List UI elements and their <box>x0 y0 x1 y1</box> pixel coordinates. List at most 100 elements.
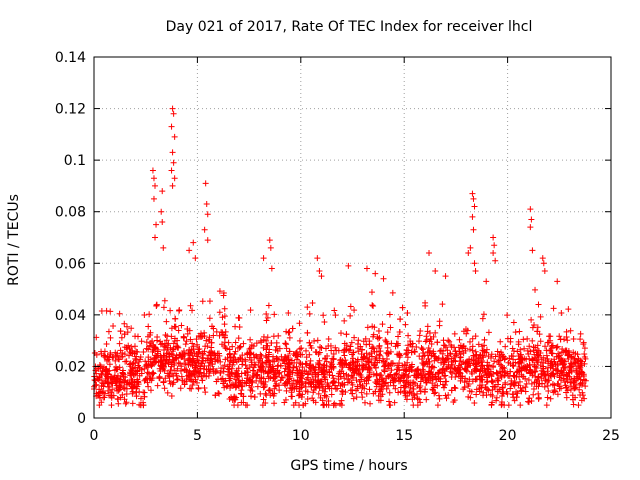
data-point <box>362 361 369 368</box>
data-point <box>354 362 361 369</box>
data-point <box>510 356 517 363</box>
data-point <box>212 392 219 399</box>
data-point <box>392 385 399 392</box>
data-point <box>224 363 231 370</box>
data-point <box>480 311 487 318</box>
data-point <box>240 340 247 347</box>
data-point <box>103 357 110 364</box>
data-point <box>447 342 454 349</box>
data-point <box>194 341 201 348</box>
data-point <box>206 369 213 376</box>
data-point <box>373 372 380 379</box>
data-point <box>401 362 408 369</box>
data-point <box>391 399 398 406</box>
data-point <box>483 349 490 356</box>
data-point <box>539 363 546 370</box>
data-point <box>419 366 426 373</box>
data-point <box>489 386 496 393</box>
data-point <box>515 382 522 389</box>
data-point <box>415 338 422 345</box>
data-point <box>469 335 476 342</box>
data-point <box>349 351 356 358</box>
data-point <box>407 341 414 348</box>
data-point <box>543 402 550 409</box>
data-point <box>257 390 264 397</box>
data-point <box>402 351 409 358</box>
data-point <box>501 372 508 379</box>
data-point <box>122 400 129 407</box>
data-point <box>312 369 319 376</box>
data-point <box>553 344 560 351</box>
data-point <box>230 354 237 361</box>
data-point <box>275 370 282 377</box>
data-point <box>365 358 372 365</box>
data-point <box>302 380 309 387</box>
data-point <box>208 348 215 355</box>
data-point <box>347 387 354 394</box>
data-point <box>545 387 552 394</box>
data-point <box>410 386 417 393</box>
data-point <box>507 385 514 392</box>
data-point <box>426 369 433 376</box>
data-point <box>397 316 404 323</box>
data-point <box>422 299 429 306</box>
data-point <box>277 362 284 369</box>
data-point <box>157 338 164 345</box>
data-point <box>117 376 124 383</box>
data-point <box>384 344 391 351</box>
data-point <box>316 385 323 392</box>
data-point <box>284 380 291 387</box>
data-point <box>347 303 354 310</box>
data-point <box>400 377 407 384</box>
data-point <box>270 374 277 381</box>
data-point <box>251 361 258 368</box>
data-point <box>316 268 323 275</box>
data-point <box>378 385 385 392</box>
data-point <box>481 336 488 343</box>
data-point <box>116 384 123 391</box>
data-point <box>419 346 426 353</box>
data-point <box>190 239 197 246</box>
data-point <box>141 377 148 384</box>
data-point <box>282 340 289 347</box>
data-point <box>207 356 214 363</box>
data-point <box>471 399 478 406</box>
data-point <box>239 361 246 368</box>
data-point <box>403 396 410 403</box>
data-point <box>441 373 448 380</box>
data-point <box>406 368 413 375</box>
data-point <box>441 367 448 374</box>
data-point <box>423 333 430 340</box>
data-point <box>105 371 112 378</box>
data-point <box>185 361 192 368</box>
data-point <box>460 328 467 335</box>
data-point <box>312 399 319 406</box>
data-point <box>328 364 335 371</box>
data-point <box>482 384 489 391</box>
data-point <box>487 355 494 362</box>
data-point <box>114 387 121 394</box>
data-point <box>493 394 500 401</box>
data-point <box>428 369 435 376</box>
data-point <box>150 175 157 182</box>
data-point <box>489 393 496 400</box>
data-point <box>402 390 409 397</box>
data-point <box>105 356 112 363</box>
data-point <box>496 361 503 368</box>
data-point <box>186 357 193 364</box>
data-point <box>432 353 439 360</box>
data-point <box>524 347 531 354</box>
data-point <box>366 386 373 393</box>
data-point <box>193 379 200 386</box>
data-point <box>547 337 554 344</box>
y-tick-label: 0.14 <box>55 50 86 66</box>
data-point <box>293 352 300 359</box>
data-point <box>121 385 128 392</box>
data-point <box>281 368 288 375</box>
data-point <box>507 338 514 345</box>
data-point <box>393 340 400 347</box>
data-point <box>530 385 537 392</box>
data-point <box>203 337 210 344</box>
data-point <box>535 395 542 402</box>
data-point <box>548 370 555 377</box>
